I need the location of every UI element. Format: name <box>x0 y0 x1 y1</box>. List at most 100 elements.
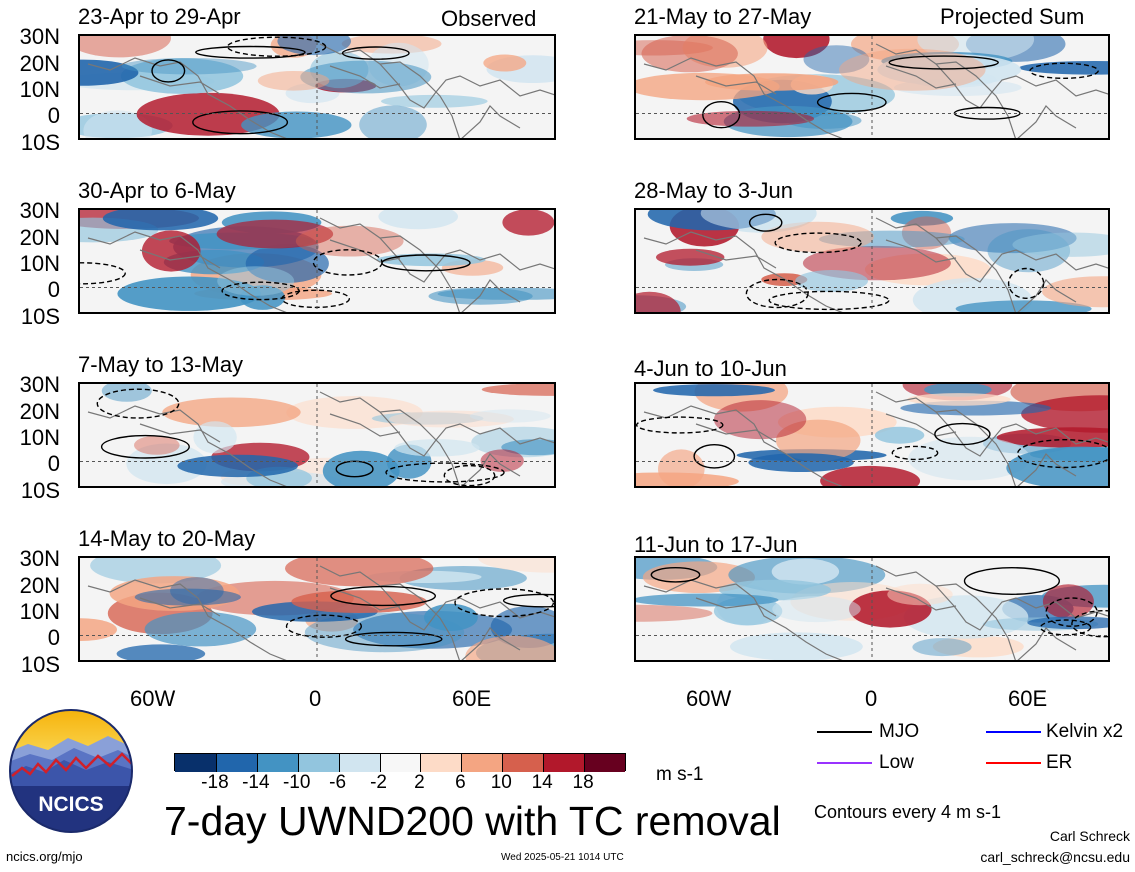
anomaly-shading <box>295 225 404 257</box>
coastline <box>935 237 1108 283</box>
mjo-contour <box>443 464 496 486</box>
anomaly-shading <box>1006 446 1108 486</box>
map-field <box>80 210 554 312</box>
lat-label: 10N <box>19 251 60 276</box>
anomaly-shading <box>193 421 237 454</box>
lat-label: 30N <box>19 372 60 397</box>
mjo-contour <box>891 445 939 461</box>
anomaly-shading <box>874 426 925 444</box>
coastline <box>875 43 1016 138</box>
legend-label-mjo: MJO <box>879 721 920 742</box>
anomaly-shading <box>686 110 815 127</box>
coastline <box>139 423 221 443</box>
coastline <box>695 75 777 95</box>
coastline <box>461 453 521 486</box>
coastline <box>1017 279 1077 312</box>
coastline <box>885 65 957 89</box>
anomaly-shading <box>705 73 839 91</box>
lat-label: 20N <box>19 225 60 250</box>
observed-label: Observed <box>441 6 537 31</box>
anomaly-shading <box>887 583 953 606</box>
mjo-contour <box>636 416 724 434</box>
anomaly-shading <box>257 71 330 91</box>
map-panel-right-3 <box>634 382 1110 488</box>
anomaly-shading <box>987 229 1071 273</box>
anomaly-shading <box>877 53 1022 86</box>
anomaly-shading <box>291 590 427 613</box>
coastline <box>875 565 1016 660</box>
anomaly-shading <box>501 439 554 456</box>
mjo-contour <box>335 460 374 478</box>
colorbar-cell <box>461 754 503 772</box>
mjo-contour <box>341 46 410 60</box>
lat-label: 20N <box>19 573 60 598</box>
mjo-contour <box>693 444 736 469</box>
legend-label-kelvin: Kelvin x2 <box>1046 721 1124 742</box>
anomaly-shading <box>803 45 870 74</box>
map-field <box>636 558 1108 660</box>
mjo-contour <box>963 566 1061 596</box>
colorbar-tick-label: -2 <box>370 772 387 793</box>
map-panel-left-1 <box>78 34 556 140</box>
map-field <box>80 558 554 660</box>
coastline <box>379 411 554 457</box>
coastline <box>695 597 777 617</box>
anomaly-shading <box>763 36 830 59</box>
footer-email: carl_schreck@ncsu.edu <box>980 849 1130 865</box>
lon-label-right-60w: 60W <box>686 686 732 711</box>
anomaly-shading <box>502 210 554 236</box>
mjo-contour <box>385 462 505 483</box>
anomaly-shading <box>322 450 400 486</box>
coastline <box>379 237 554 283</box>
coastline <box>461 105 521 138</box>
anomaly-shading <box>424 603 478 631</box>
coastline <box>695 249 777 269</box>
anomaly-shading <box>134 435 180 455</box>
map-field <box>636 210 1108 312</box>
anomaly-shading <box>771 558 840 585</box>
lat-label: 30N <box>19 546 60 571</box>
lat-label: 30N <box>19 24 60 49</box>
anomaly-shading <box>761 221 874 253</box>
anomaly-shading <box>170 577 224 605</box>
anomaly-shading <box>700 210 817 231</box>
coastline <box>461 279 521 312</box>
colorbar-cell <box>215 754 257 772</box>
panel-title-left-1: 23-Apr to 29-Apr <box>78 4 241 29</box>
lat-label: 10S <box>20 478 60 503</box>
anomaly-shading <box>216 219 334 249</box>
coastline <box>329 65 401 89</box>
mjo-contour <box>1071 610 1108 638</box>
legend-line-kelvin <box>986 731 1041 733</box>
lat-label: 10S <box>20 652 60 677</box>
projected-sum-label: Projected Sum <box>940 4 1085 29</box>
map-panel-left-3 <box>78 382 556 488</box>
coastline <box>643 57 843 138</box>
panel-title-right-4: 11-Jun to 17-Jun <box>634 532 798 557</box>
panel-title-left-4: 14-May to 20-May <box>78 526 256 551</box>
colorbar-cell <box>297 754 339 772</box>
panel-title-right-1: 21-May to 27-May <box>634 4 812 29</box>
coastline <box>1017 627 1077 660</box>
anomaly-shading <box>656 248 725 266</box>
anomaly-shading <box>658 449 705 486</box>
anomaly-shading <box>394 439 480 457</box>
lat-label: 20N <box>19 399 60 424</box>
lon-label-right-60e: 60E <box>1008 686 1048 711</box>
colorbar-tick-label: -10 <box>282 772 311 793</box>
map-panel-left-4 <box>78 556 556 662</box>
mjo-contour <box>502 593 554 608</box>
anomaly-shading <box>102 210 219 231</box>
coastline <box>885 239 957 263</box>
colorbar-cell <box>420 754 462 772</box>
anomaly-shading <box>912 638 972 657</box>
colorbar-cell <box>175 754 216 772</box>
coastline <box>329 413 401 437</box>
anomaly-shading <box>465 635 554 660</box>
colorbar-cell <box>502 754 544 772</box>
legend-label-low: Low <box>879 752 914 773</box>
footer-timestamp: Wed 2025-05-21 1014 UTC <box>501 852 624 863</box>
anomaly-shading <box>162 397 301 428</box>
anomaly-shading <box>772 596 861 623</box>
coastline <box>87 57 287 138</box>
